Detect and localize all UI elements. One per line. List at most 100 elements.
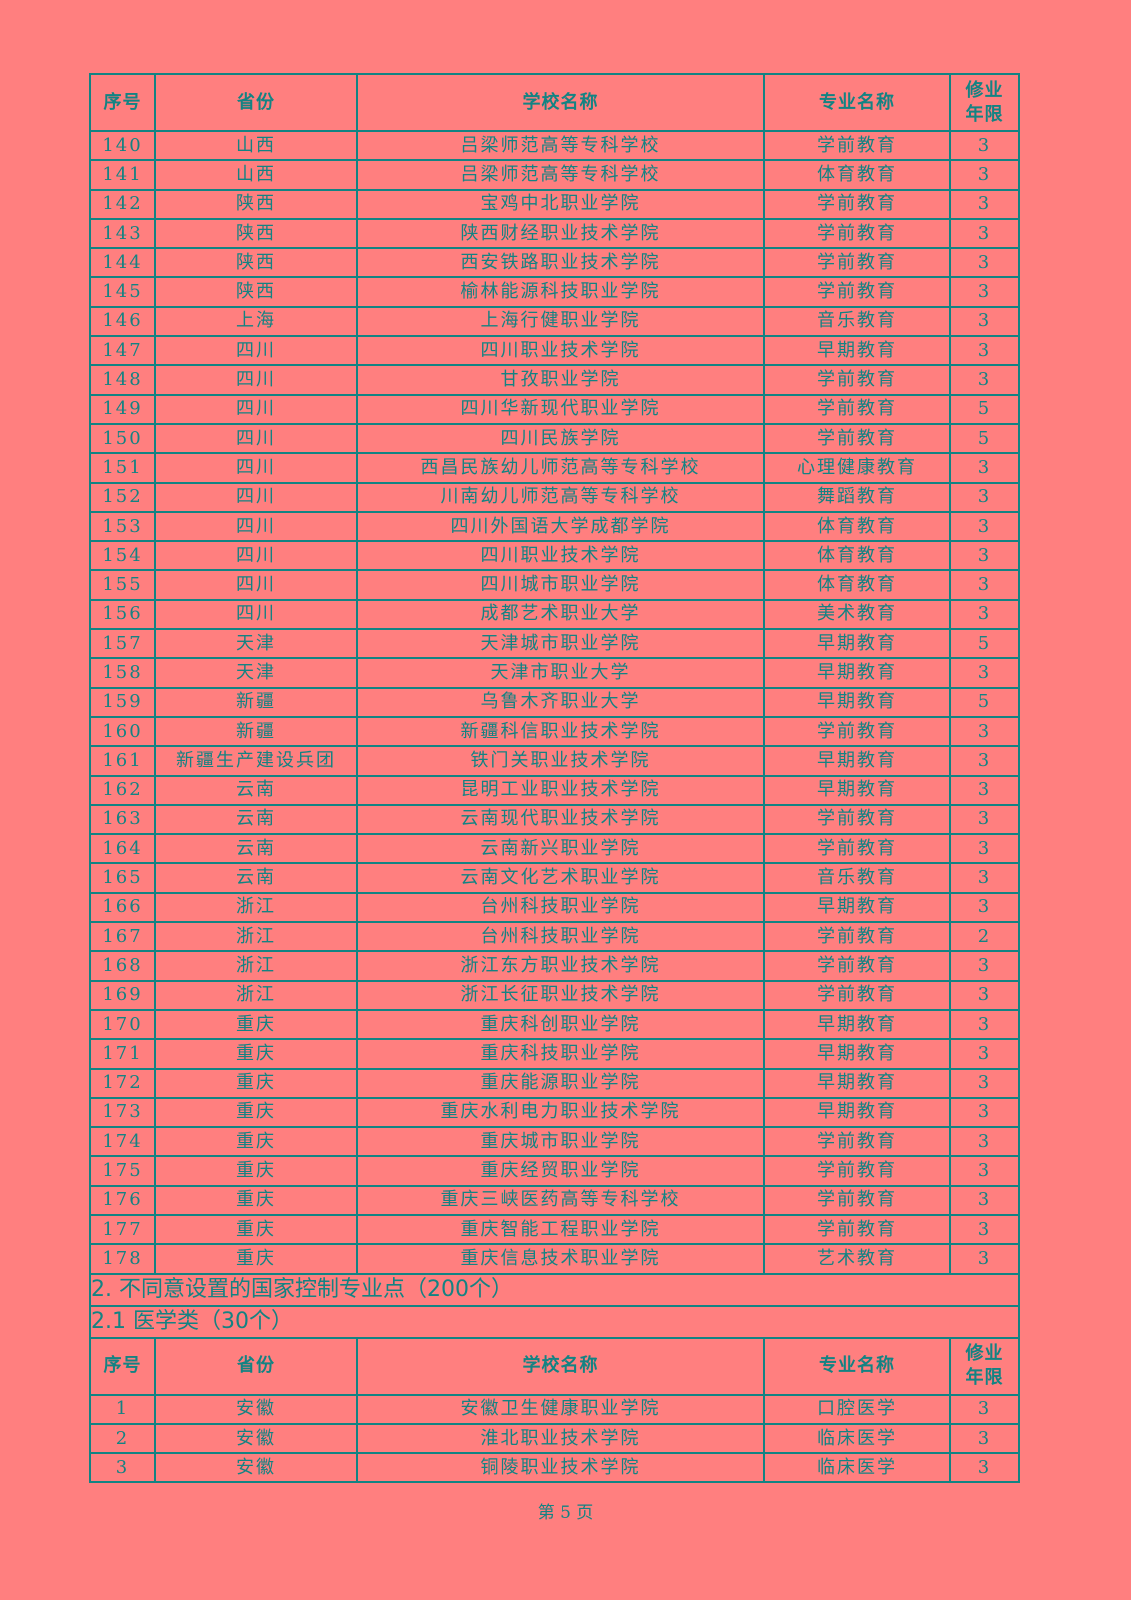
cell-province: 新疆 bbox=[154, 686, 358, 718]
cell-no: 3 bbox=[89, 1452, 156, 1484]
cell-years: 3 bbox=[949, 1213, 1020, 1246]
cell-no: 158 bbox=[89, 657, 156, 689]
cell-province: 重庆 bbox=[154, 1067, 358, 1099]
cell-no: 161 bbox=[89, 745, 156, 777]
section-heading-row: 2.1 医学类（30个） bbox=[89, 1304, 1020, 1339]
cell-major: 学前教育 bbox=[763, 979, 951, 1011]
table-row: 170 重庆 重庆科创职业学院 早期教育 3 bbox=[89, 1008, 1020, 1041]
header-school: 学校名称 bbox=[356, 1336, 765, 1396]
cell-major: 艺术教育 bbox=[763, 1243, 951, 1275]
cell-no: 141 bbox=[89, 159, 156, 191]
cell-years: 3 bbox=[949, 1008, 1020, 1041]
cell-years: 3 bbox=[949, 335, 1020, 367]
cell-school: 天津城市职业学院 bbox=[356, 628, 765, 660]
cell-province: 山西 bbox=[154, 129, 358, 162]
cell-no: 165 bbox=[89, 862, 156, 894]
cell-major: 学前教育 bbox=[763, 217, 951, 250]
cell-province: 重庆 bbox=[154, 1126, 358, 1158]
table-row: 144 陕西 西安铁路职业技术学院 学前教育 3 bbox=[89, 247, 1020, 279]
header-school: 学校名称 bbox=[356, 73, 765, 132]
table-row: 148 四川 甘孜职业学院 学前教育 3 bbox=[89, 364, 1020, 396]
cell-province: 陕西 bbox=[154, 217, 358, 250]
cell-no: 176 bbox=[89, 1184, 156, 1216]
table-row: 157 天津 天津城市职业学院 早期教育 5 bbox=[89, 628, 1020, 660]
cell-major: 学前教育 bbox=[763, 950, 951, 982]
cell-major: 体育教育 bbox=[763, 540, 951, 572]
cell-major: 心理健康教育 bbox=[763, 452, 951, 484]
table-row: 154 四川 四川职业技术学院 体育教育 3 bbox=[89, 540, 1020, 572]
table-row: 177 重庆 重庆智能工程职业学院 学前教育 3 bbox=[89, 1213, 1020, 1246]
header-major: 专业名称 bbox=[763, 73, 951, 132]
cell-major: 早期教育 bbox=[763, 891, 951, 924]
section-heading: 2.1 医学类（30个） bbox=[89, 1304, 1020, 1339]
cell-major: 早期教育 bbox=[763, 686, 951, 718]
cell-years: 3 bbox=[949, 1126, 1020, 1158]
cell-years: 3 bbox=[949, 569, 1020, 601]
cell-years: 3 bbox=[949, 1038, 1020, 1070]
cell-major: 早期教育 bbox=[763, 628, 951, 660]
table-row: 165 云南 云南文化艺术职业学院 音乐教育 3 bbox=[89, 862, 1020, 894]
cell-school: 新疆科信职业技术学院 bbox=[356, 715, 765, 748]
cell-major: 早期教育 bbox=[763, 1038, 951, 1070]
cell-school: 四川华新现代职业学院 bbox=[356, 393, 765, 425]
cell-school: 乌鲁木齐职业大学 bbox=[356, 686, 765, 718]
cell-province: 四川 bbox=[154, 481, 358, 513]
cell-major: 学前教育 bbox=[763, 422, 951, 455]
cell-province: 陕西 bbox=[154, 276, 358, 308]
cell-province: 天津 bbox=[154, 628, 358, 660]
table-row: 3 安徽 铜陵职业技术学院 临床医学 3 bbox=[89, 1452, 1020, 1484]
cell-no: 151 bbox=[89, 452, 156, 484]
table-row: 2 安徽 淮北职业技术学院 临床医学 3 bbox=[89, 1422, 1020, 1455]
table-row: 174 重庆 重庆城市职业学院 学前教育 3 bbox=[89, 1126, 1020, 1158]
cell-province: 四川 bbox=[154, 364, 358, 396]
cell-school: 重庆水利电力职业技术学院 bbox=[356, 1096, 765, 1129]
table-row: 166 浙江 台州科技职业学院 早期教育 3 bbox=[89, 891, 1020, 924]
table-row: 162 云南 昆明工业职业技术学院 早期教育 3 bbox=[89, 774, 1020, 806]
cell-school: 重庆经贸职业学院 bbox=[356, 1155, 765, 1187]
cell-province: 浙江 bbox=[154, 891, 358, 924]
cell-no: 150 bbox=[89, 422, 156, 455]
cell-no: 140 bbox=[89, 129, 156, 162]
table-row: 163 云南 云南现代职业技术学院 学前教育 3 bbox=[89, 803, 1020, 836]
cell-school: 吕梁师范高等专科学校 bbox=[356, 129, 765, 162]
cell-no: 177 bbox=[89, 1213, 156, 1246]
cell-school: 榆林能源科技职业学院 bbox=[356, 276, 765, 308]
cell-no: 154 bbox=[89, 540, 156, 572]
cell-school: 云南现代职业技术学院 bbox=[356, 803, 765, 836]
cell-school: 天津市职业大学 bbox=[356, 657, 765, 689]
cell-school: 上海行健职业学院 bbox=[356, 305, 765, 338]
cell-school: 西安铁路职业技术学院 bbox=[356, 247, 765, 279]
cell-province: 重庆 bbox=[154, 1184, 358, 1216]
cell-major: 学前教育 bbox=[763, 393, 951, 425]
cell-province: 四川 bbox=[154, 510, 358, 543]
cell-major: 舞蹈教育 bbox=[763, 481, 951, 513]
cell-province: 安徽 bbox=[154, 1393, 358, 1425]
cell-no: 1 bbox=[89, 1393, 156, 1425]
cell-no: 152 bbox=[89, 481, 156, 513]
cell-province: 新疆 bbox=[154, 715, 358, 748]
cell-years: 3 bbox=[949, 745, 1020, 777]
cell-major: 体育教育 bbox=[763, 510, 951, 543]
cell-years: 3 bbox=[949, 774, 1020, 806]
cell-years: 3 bbox=[949, 305, 1020, 338]
cell-major: 学前教育 bbox=[763, 833, 951, 865]
cell-province: 云南 bbox=[154, 803, 358, 836]
cell-years: 3 bbox=[949, 1096, 1020, 1129]
cell-major: 口腔医学 bbox=[763, 1393, 951, 1425]
cell-school: 重庆信息技术职业学院 bbox=[356, 1243, 765, 1275]
table-row: 160 新疆 新疆科信职业技术学院 学前教育 3 bbox=[89, 715, 1020, 748]
table-row: 153 四川 四川外国语大学成都学院 体育教育 3 bbox=[89, 510, 1020, 543]
cell-province: 四川 bbox=[154, 598, 358, 631]
header-no: 序号 bbox=[89, 1336, 156, 1396]
table-row: 141 山西 吕梁师范高等专科学校 体育教育 3 bbox=[89, 159, 1020, 191]
cell-province: 四川 bbox=[154, 569, 358, 601]
table-row: 147 四川 四川职业技术学院 早期教育 3 bbox=[89, 335, 1020, 367]
header-years: 修业年限 bbox=[949, 1336, 1020, 1396]
cell-no: 153 bbox=[89, 510, 156, 543]
cell-province: 四川 bbox=[154, 422, 358, 455]
cell-school: 云南新兴职业学院 bbox=[356, 833, 765, 865]
cell-province: 陕西 bbox=[154, 247, 358, 279]
cell-province: 四川 bbox=[154, 540, 358, 572]
cell-school: 铁门关职业技术学院 bbox=[356, 745, 765, 777]
cell-no: 173 bbox=[89, 1096, 156, 1129]
